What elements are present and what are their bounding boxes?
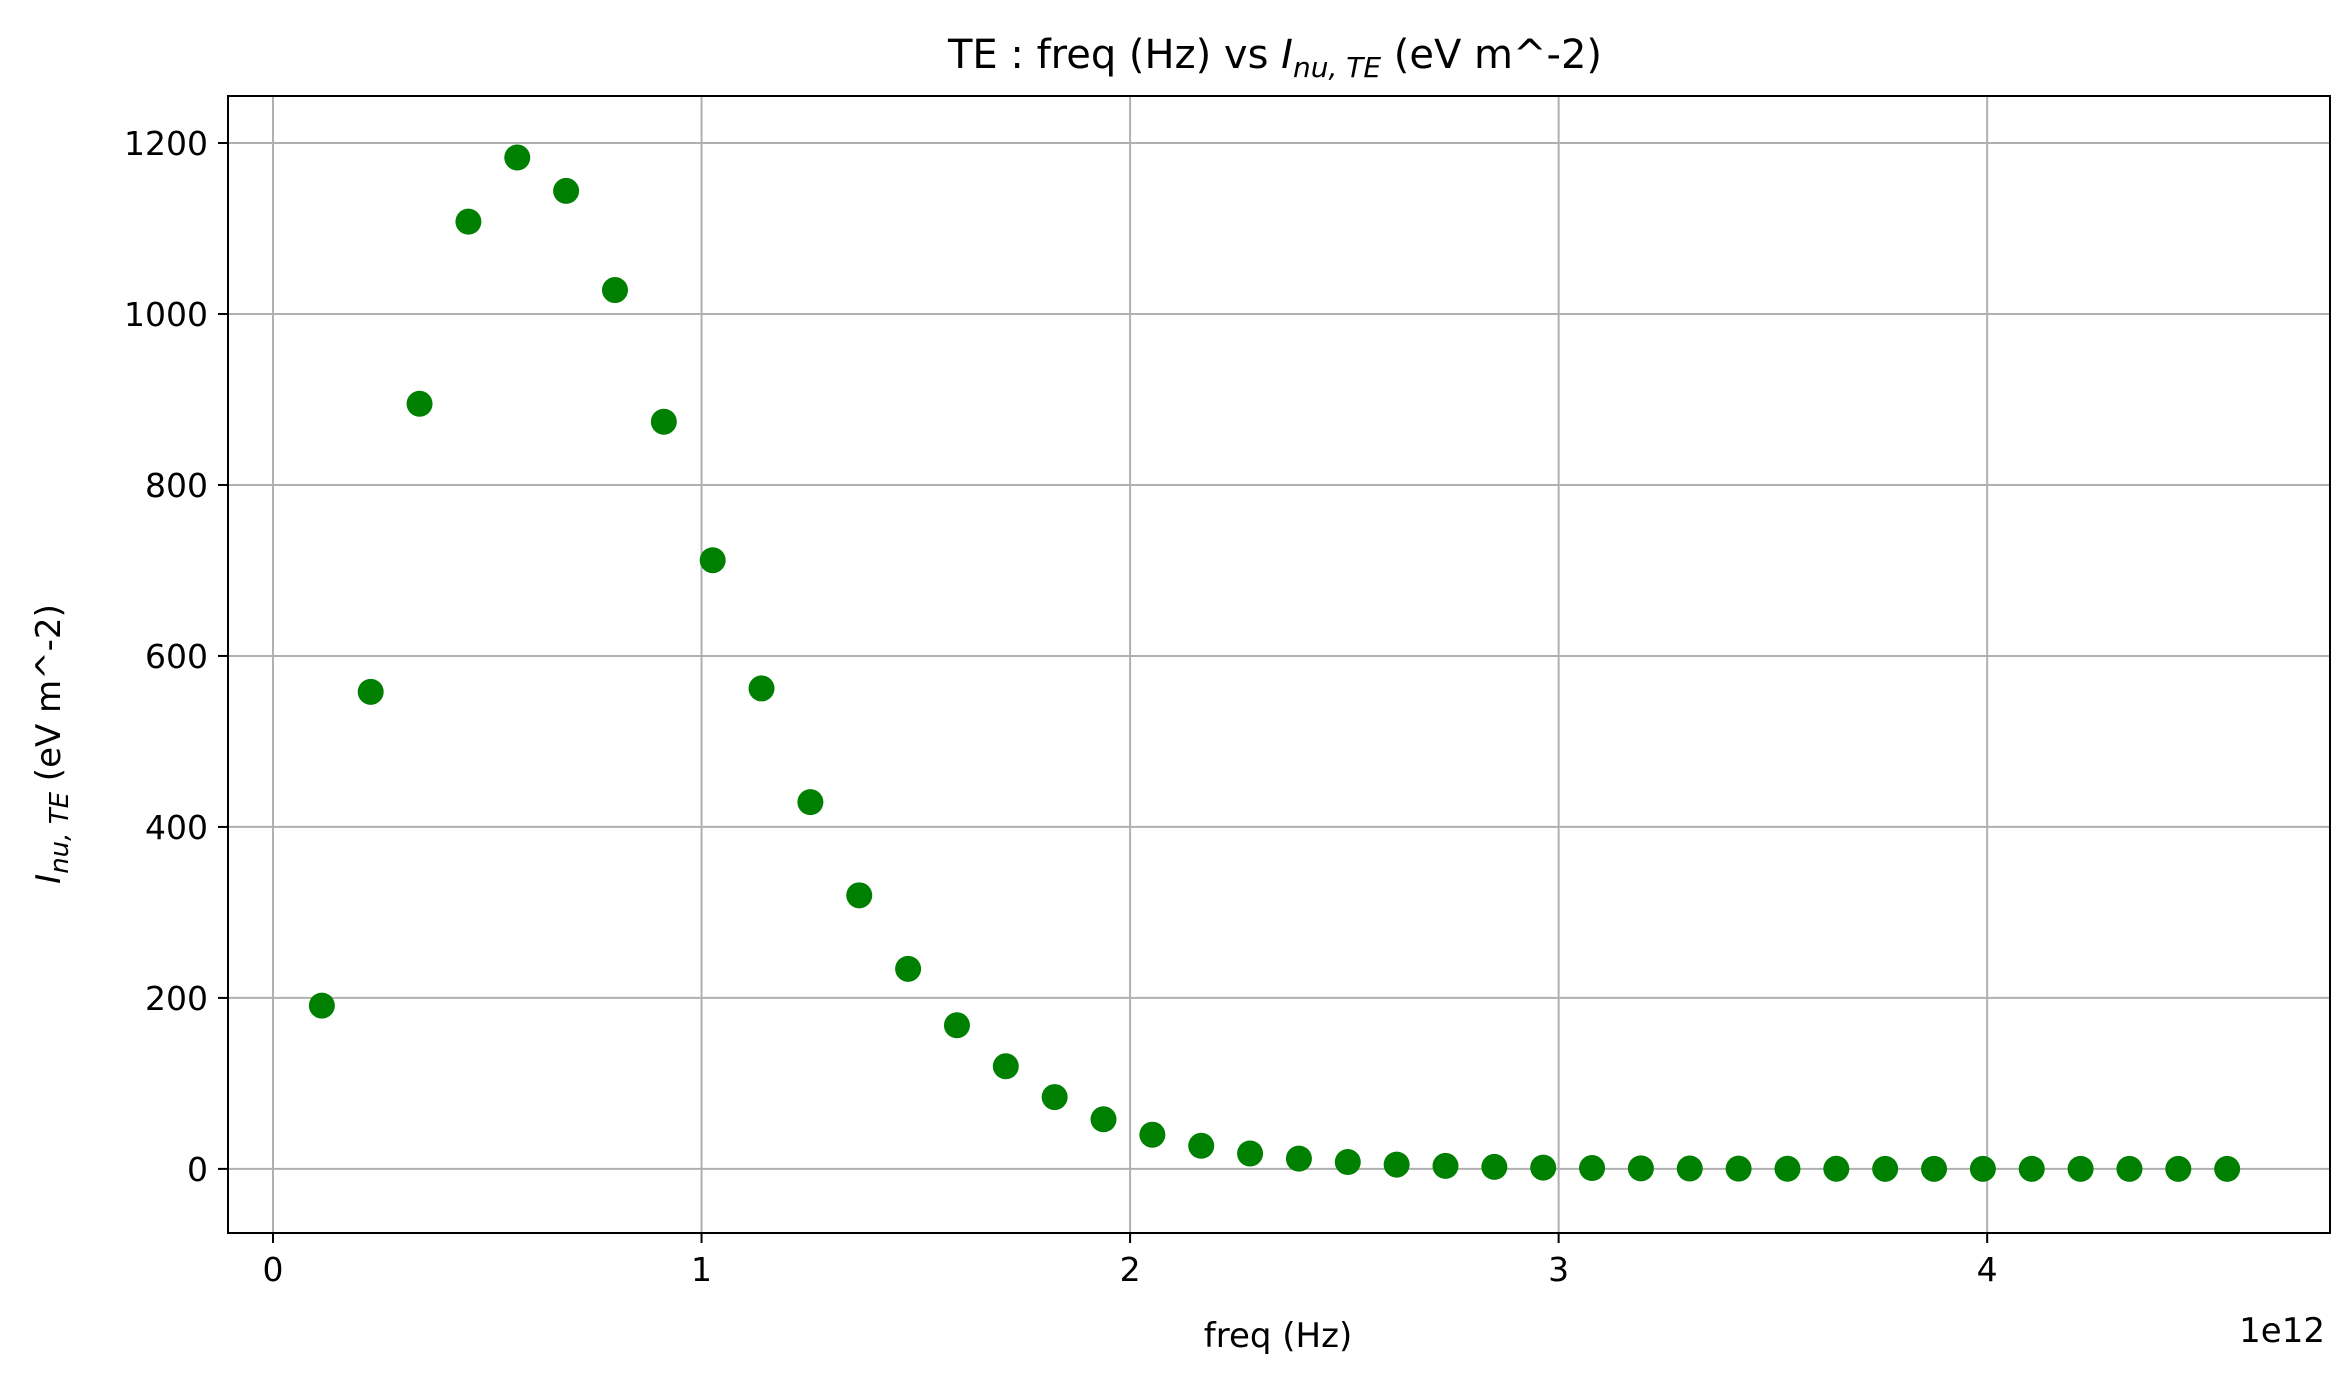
data-point [504,144,531,171]
grid [228,96,2330,1233]
data-point [1823,1155,1850,1182]
axis-tick-labels: 0 1 2 3 4 0 200 400 600 800 1000 1200 [124,124,1998,1289]
y-tick-label: 1000 [124,295,208,334]
data-point [1237,1140,1264,1167]
y-tick-label: 0 [187,1150,208,1189]
data-point [1676,1155,1703,1182]
data-point [1774,1155,1801,1182]
data-point [2116,1155,2143,1182]
data-point [2018,1155,2045,1182]
y-axis-label: Inu, TE (eV m^-2) [29,604,75,884]
data-point [2067,1155,2094,1182]
data-point [895,955,922,982]
data-point [797,789,824,816]
data-point [2214,1155,2241,1182]
data-point [1969,1155,1996,1182]
data-point [1041,1084,1068,1111]
data-point [1383,1151,1410,1178]
data-point [1725,1155,1752,1182]
y-tick-label: 600 [145,637,208,676]
x-tick-label: 2 [1120,1250,1141,1289]
data-point [1627,1155,1654,1182]
data-point [1872,1155,1899,1182]
data-point [699,547,726,574]
data-point [943,1012,970,1039]
axis-ticks [218,142,1989,1243]
data-point [455,208,482,235]
data-point [846,882,873,909]
data-point [553,177,580,204]
data-point [748,675,775,702]
data-point [1432,1152,1459,1179]
y-tick-label: 400 [145,808,208,847]
data-point [992,1053,1019,1080]
data-point [1090,1106,1117,1133]
x-axis-offset-label: 1e12 [2239,1311,2325,1351]
data-point [2165,1155,2192,1182]
y-tick-label: 1200 [124,124,208,163]
data-point [1334,1149,1361,1176]
data-points [308,144,2241,1182]
data-point [1530,1154,1557,1181]
x-axis-label: freq (Hz) [1204,1316,1352,1356]
data-point [1139,1121,1166,1148]
x-tick-label: 1 [691,1250,712,1289]
data-point [1579,1155,1606,1182]
data-point [406,390,433,417]
data-point [357,678,384,705]
data-point [1921,1155,1948,1182]
data-point [1285,1145,1312,1172]
data-point [308,992,335,1019]
data-point [1188,1132,1215,1159]
x-tick-label: 4 [1977,1250,1998,1289]
chart-title: TE : freq (Hz) vs Inu, TE (eV m^-2) [947,32,1602,84]
x-tick-label: 0 [262,1250,283,1289]
data-point [601,277,628,304]
data-point [1481,1153,1508,1180]
y-tick-label: 200 [145,979,208,1018]
plot-area-frame [227,95,2331,1234]
data-point [650,408,677,435]
x-tick-label: 3 [1548,1250,1569,1289]
y-tick-label: 800 [145,466,208,505]
